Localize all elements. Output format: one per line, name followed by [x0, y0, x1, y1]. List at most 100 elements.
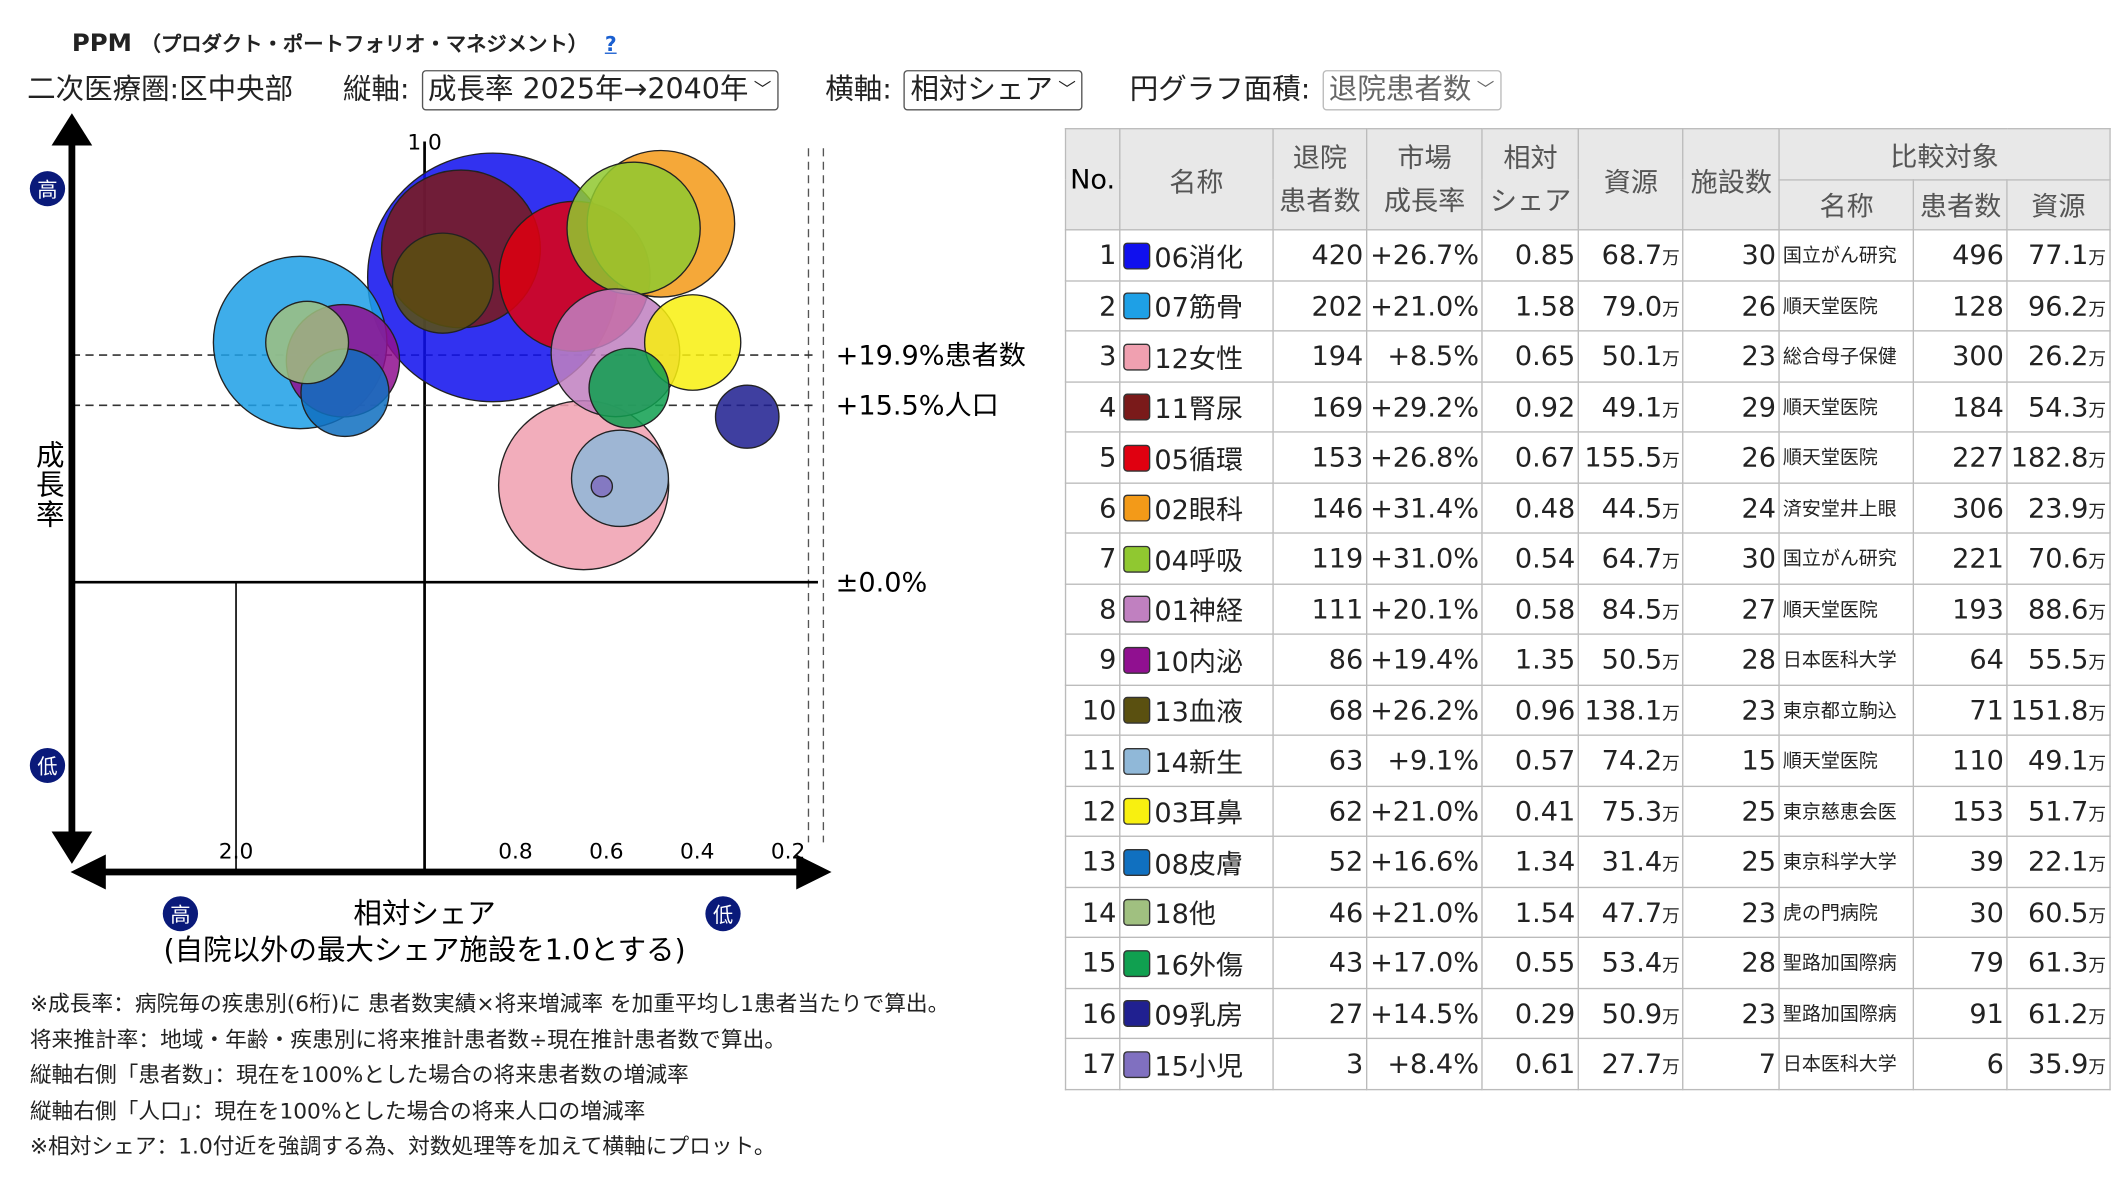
cell-growth: +9.1% [1365, 734, 1484, 787]
cell-no: 13 [1064, 835, 1121, 888]
bubble-16外傷[interactable] [588, 347, 670, 429]
unit-man: 万 [1662, 906, 1680, 927]
chevron-down-icon: ﹀ [1476, 80, 1495, 101]
cell-facilities: 23 [1682, 886, 1781, 938]
cell-facilities: 23 [1682, 683, 1781, 736]
cell-c-name: 順天堂医院 [1778, 380, 1915, 433]
table-row: 3 12女性 194 +8.5% 0.65 50.1万 23 総合母子保健 300 26.2万 [1064, 330, 2111, 383]
x-tick-label: 1.0 [407, 131, 442, 156]
unit-man: 万 [2088, 1058, 2107, 1079]
table-row: 16 09乳房 27 +14.5% 0.29 50.9万 23 聖路加国際病 91 61.2万 [1064, 987, 2111, 1040]
unit-man: 万 [1662, 603, 1680, 624]
y-high-badge: 高 [29, 171, 66, 207]
x-low-text: 低 [713, 903, 733, 927]
bubble-03耳鼻[interactable] [643, 294, 742, 391]
note-line: 将来推計率：地域・年齢・疾患別に将来推計患者数÷現在推計患者数で算出。 [29, 1026, 786, 1052]
cell-c-name: 国立がん研究 [1778, 229, 1915, 281]
unit-man: 万 [1662, 856, 1680, 877]
note-line: 縦軸右側「人口」：現在を100%とした場合の将来人口の増減率 [29, 1097, 646, 1124]
horizontal-axis-select[interactable]: 相対シェア ﹀ [903, 70, 1083, 110]
cell-c-resource: 49.1万 [2006, 734, 2111, 787]
table-row: 12 03耳鼻 62 +21.0% 0.41 75.3万 25 東京慈恵会医 153 51.7万 [1064, 785, 2111, 837]
cell-share: 1.58 [1481, 279, 1580, 332]
bubble-18他[interactable] [265, 300, 350, 385]
y-axis-arrow-down [51, 831, 93, 864]
cell-patients: 52 [1272, 835, 1368, 888]
vertical-axis-select[interactable]: 成長率 2025年→2040年 ﹀ [421, 70, 779, 110]
cell-resource: 49.1万 [1578, 380, 1684, 433]
cell-share: 0.41 [1481, 785, 1580, 837]
th-share-1: 相対 [1503, 141, 1558, 174]
bubble-15小児[interactable] [590, 475, 614, 498]
table-row: 6 02眼科 146 +31.4% 0.48 44.5万 24 済安堂井上眼 306 23.9万 [1064, 481, 2111, 534]
table-row: 11 14新生 63 +9.1% 0.57 74.2万 15 順天堂医院 110 49.1万 [1064, 734, 2111, 787]
cell-growth: +16.6% [1365, 835, 1484, 888]
area-label: 円グラフ面積: [1129, 72, 1311, 106]
cell-facilities: 24 [1682, 481, 1781, 534]
table-row: 9 10内泌 86 +19.4% 1.35 50.5万 28 日本医科大学 64 55.5万 [1064, 633, 2111, 686]
unit-man: 万 [1662, 552, 1680, 574]
resource-value: 27.7 [1601, 1047, 1663, 1080]
resource-value: 54.3 [2028, 390, 2089, 423]
cell-growth: +26.2% [1365, 683, 1484, 736]
color-swatch [1123, 242, 1151, 270]
bubble-09乳房[interactable] [714, 384, 780, 449]
cell-c-patients: 227 [1913, 431, 2009, 484]
unit-man: 万 [2088, 1007, 2107, 1028]
resource-value: 88.6 [2028, 592, 2089, 625]
resource-value: 61.2 [2028, 996, 2089, 1030]
vertical-axis-label: 縦軸: [342, 72, 410, 106]
cell-c-name: 日本医科大学 [1778, 1037, 1915, 1090]
table-row: 17 15小児 3 +8.4% 0.61 27.7万 7 日本医科大学 6 35.9万 [1064, 1037, 2111, 1090]
cell-c-resource: 22.1万 [2006, 835, 2111, 888]
cell-name: 01神経 [1119, 582, 1274, 635]
row-name: 18他 [1154, 897, 1217, 931]
cell-growth: +20.1% [1365, 582, 1484, 635]
cell-share: 1.35 [1481, 633, 1580, 686]
cell-resource: 84.5万 [1578, 582, 1684, 635]
cell-patients: 119 [1272, 532, 1368, 585]
cell-share: 0.92 [1481, 380, 1580, 433]
color-swatch [1123, 899, 1151, 927]
cell-c-name: 東京慈恵会医 [1778, 785, 1915, 837]
help-link[interactable]: ? [604, 32, 617, 57]
cell-c-name: 順天堂医院 [1778, 279, 1915, 332]
cell-share: 0.48 [1481, 481, 1580, 534]
y-axis-arrow-up [51, 113, 93, 146]
bubble-14新生[interactable] [570, 429, 670, 528]
cell-name: 15小児 [1119, 1037, 1274, 1090]
cell-no: 4 [1064, 380, 1121, 433]
unit-man: 万 [2088, 653, 2107, 675]
cell-facilities: 23 [1682, 330, 1781, 383]
cell-c-resource: 96.2万 [2006, 279, 2111, 332]
resource-value: 74.2 [1601, 744, 1663, 777]
bubble-04呼吸[interactable] [566, 161, 701, 296]
cell-c-name: 順天堂医院 [1778, 431, 1915, 484]
cell-c-resource: 182.8万 [2006, 431, 2111, 484]
bubble-13血液[interactable] [391, 232, 494, 334]
cell-patients: 43 [1272, 936, 1368, 989]
cell-patients: 420 [1272, 229, 1368, 281]
th-growth-2: 成長率 [1383, 184, 1466, 217]
cell-facilities: 7 [1682, 1037, 1781, 1090]
color-swatch [1123, 747, 1151, 775]
cell-c-patients: 306 [1913, 481, 2009, 534]
area-select[interactable]: 退院患者数 ﹀ [1322, 70, 1502, 110]
cell-c-resource: 60.5万 [2006, 886, 2111, 938]
x-high-badge: 高 [162, 896, 199, 932]
cell-resource: 50.9万 [1578, 987, 1684, 1040]
row-name: 05循環 [1154, 443, 1244, 476]
note-line: ※成長率：病院毎の疾患別(6桁)に 患者数実績×将来増減率 を加重平均し1患者当… [29, 990, 950, 1017]
horizontal-axis-label: 横軸: [825, 72, 892, 106]
color-swatch [1123, 798, 1151, 826]
row-name: 02眼科 [1154, 493, 1244, 526]
row-name: 15小児 [1154, 1049, 1244, 1082]
resource-value: 53.4 [1601, 946, 1663, 979]
unit-man: 万 [1662, 502, 1680, 523]
resource-value: 138.1 [1584, 693, 1663, 727]
cell-c-patients: 153 [1913, 785, 2009, 837]
cell-resource: 50.5万 [1578, 633, 1684, 686]
unit-man: 万 [2088, 755, 2107, 776]
cell-no: 6 [1064, 481, 1121, 534]
area-value: 退院患者数 [1328, 72, 1472, 106]
